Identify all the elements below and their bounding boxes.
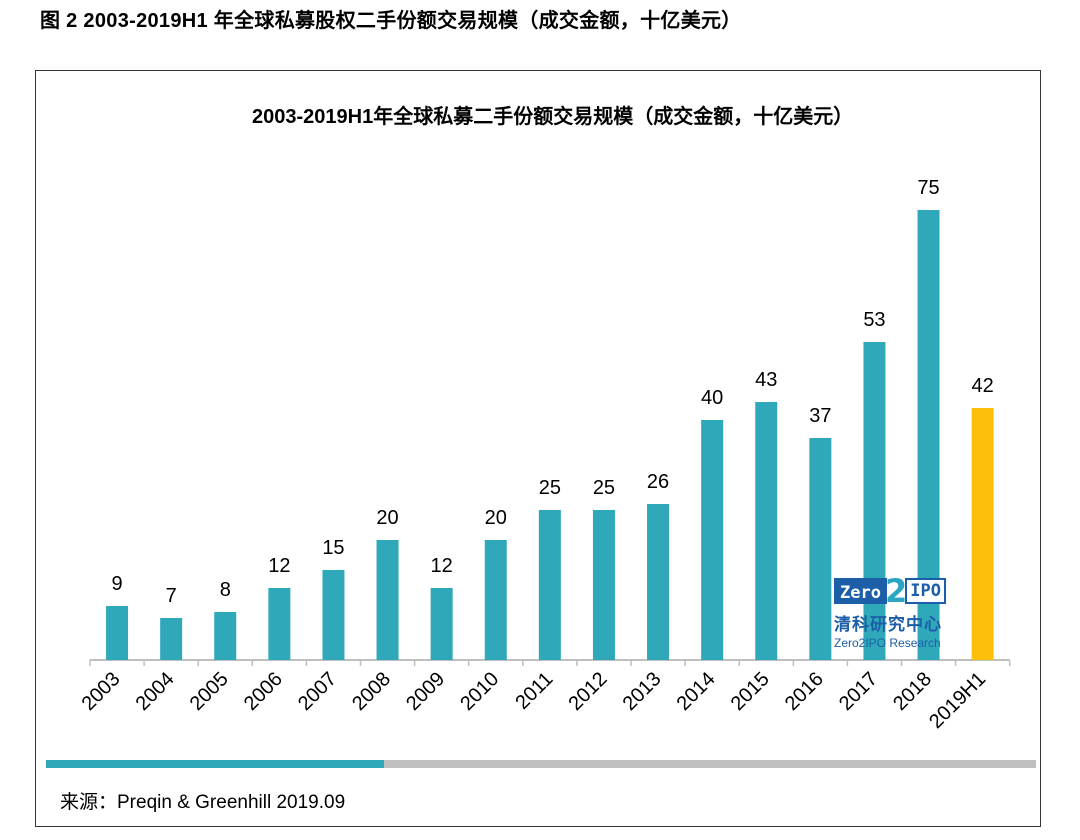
data-label: 26 xyxy=(647,471,669,493)
bar xyxy=(647,504,670,660)
bar xyxy=(106,606,129,660)
bar xyxy=(538,510,561,660)
data-label: 75 xyxy=(917,177,939,199)
x-tick-label: 2007 xyxy=(294,668,341,715)
bar xyxy=(484,540,507,660)
data-label: 15 xyxy=(322,537,344,559)
bar xyxy=(214,612,237,660)
data-label: 12 xyxy=(268,555,290,577)
data-label: 12 xyxy=(431,555,453,577)
x-tick-label: 2017 xyxy=(835,668,882,715)
x-tick-label: 2009 xyxy=(402,668,449,715)
logo-english-name: Zero2IPO Research xyxy=(834,636,941,650)
bar xyxy=(701,420,724,660)
x-tick-label: 2016 xyxy=(781,668,828,715)
x-tick-label: 2011 xyxy=(511,668,557,714)
bar xyxy=(376,540,399,660)
data-label: 53 xyxy=(863,309,885,331)
data-label: 42 xyxy=(972,375,994,397)
data-label: 25 xyxy=(593,477,615,499)
data-label: 43 xyxy=(755,369,777,391)
logo-mark-two: 2 xyxy=(884,572,908,610)
data-label: 20 xyxy=(376,507,398,529)
x-tick-label: 2013 xyxy=(619,668,666,715)
data-label: 20 xyxy=(485,507,507,529)
bar xyxy=(430,588,453,660)
logo-mark-ipo: IPO xyxy=(905,578,946,604)
data-label: 37 xyxy=(809,405,831,427)
bar xyxy=(971,408,994,660)
bar xyxy=(322,570,345,660)
bar xyxy=(809,438,832,660)
chart-title: 2003-2019H1年全球私募二手份额交易规模（成交金额，十亿美元） xyxy=(252,106,854,128)
source-note: 来源：Preqin & Greenhill 2019.09 xyxy=(60,792,346,813)
data-label: 8 xyxy=(220,579,231,601)
bar xyxy=(592,510,615,660)
bar-chart: 9200372004820051220061520072020081220092… xyxy=(78,177,1011,733)
x-tick-label: 2014 xyxy=(673,668,720,715)
bar xyxy=(755,402,778,660)
data-label: 40 xyxy=(701,387,723,409)
data-label: 9 xyxy=(111,573,122,595)
x-tick-label: 2008 xyxy=(348,668,395,715)
logo-mark: Zero 2 IPO xyxy=(834,572,954,610)
x-tick-label: 2005 xyxy=(186,668,233,715)
x-tick-label: 2018 xyxy=(889,668,936,715)
zero2ipo-logo: Zero 2 IPO 清科研究中心 Zero2IPO Research xyxy=(834,572,954,650)
x-tick-label: 2010 xyxy=(456,668,503,715)
bar xyxy=(160,618,183,660)
x-tick-label: 2012 xyxy=(564,668,611,715)
x-tick-label: 2015 xyxy=(727,668,774,715)
logo-chinese-name: 清科研究中心 xyxy=(834,615,942,634)
x-tick-label: 2004 xyxy=(132,668,179,715)
logo-mark-zero: Zero xyxy=(834,578,887,604)
data-label: 7 xyxy=(166,585,177,607)
x-tick-label: 2003 xyxy=(78,668,125,715)
figure-title: 图 2 2003-2019H1 年全球私募股权二手份额交易规模（成交金额，十亿美… xyxy=(40,10,742,32)
bar xyxy=(268,588,291,660)
data-label: 25 xyxy=(539,477,561,499)
bar xyxy=(917,210,940,660)
x-tick-label: 2006 xyxy=(240,668,287,715)
x-tick-label: 2019H1 xyxy=(925,668,990,733)
footer-divider-accent xyxy=(46,760,384,768)
footer-divider xyxy=(46,760,1036,768)
